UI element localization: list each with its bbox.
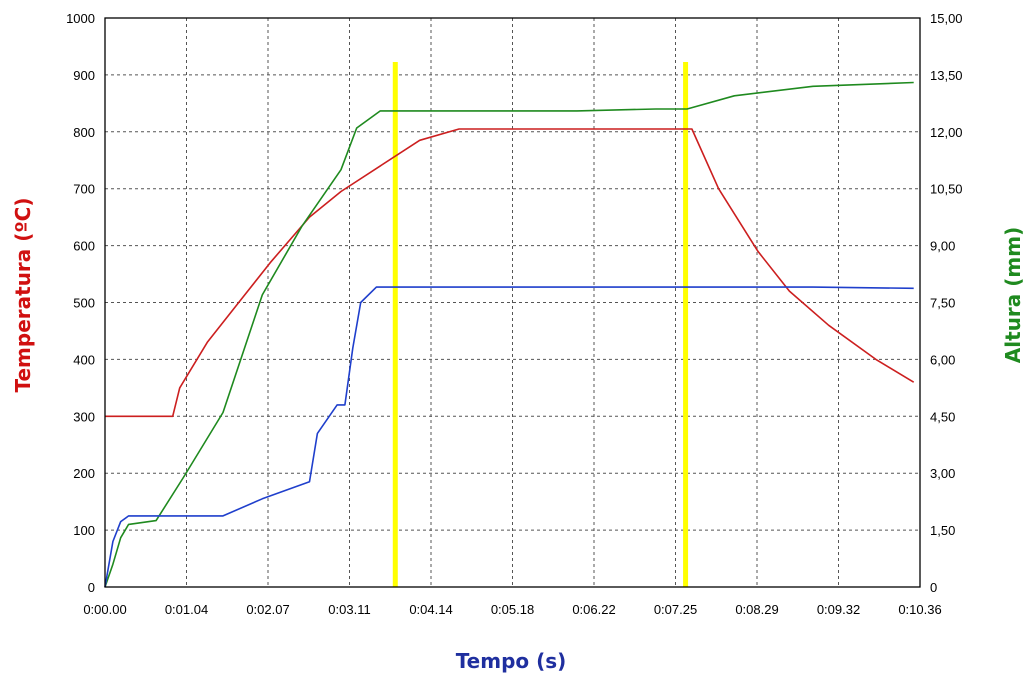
y-right-tick-label: 4,50 — [930, 409, 955, 424]
y-right-tick-label: 10,50 — [930, 182, 963, 197]
x-tick-label: 0:09.32 — [817, 602, 860, 617]
x-tick-label: 0:06.22 — [572, 602, 615, 617]
tick-labels: 0:00.00 0:01.04 0:02.07 0:03.11 0:04.14 0:05.… — [66, 11, 962, 617]
y-right-tick-label: 0 — [930, 580, 937, 595]
series-lines — [104, 81, 915, 588]
plot-frame — [104, 17, 921, 588]
x-tick-label: 0:07.25 — [654, 602, 697, 617]
x-tick-label: 0:04.14 — [409, 602, 452, 617]
y-right-tick-label: 9,00 — [930, 239, 955, 254]
marker-lines — [392, 62, 689, 587]
y-left-tick-label: 800 — [73, 125, 95, 140]
y-right-tick-label: 7,50 — [930, 296, 955, 311]
y-left-tick-label: 300 — [73, 409, 95, 424]
y-right-tick-label: 1,50 — [930, 523, 955, 538]
y-left-tick-label: 100 — [73, 523, 95, 538]
y-right-tick-label: 15,00 — [930, 11, 963, 26]
temperature-series-line — [105, 128, 915, 418]
x-tick-label: 0:03.11 — [328, 602, 370, 617]
y-right-tick-label: 3,00 — [930, 466, 955, 481]
y-left-tick-label: 600 — [73, 239, 95, 254]
y-left-tick-label: 1000 — [66, 11, 95, 26]
y-left-tick-label: 0 — [88, 580, 95, 595]
y-right-tick-label: 12,00 — [930, 125, 963, 140]
x-tick-label: 0:08.29 — [735, 602, 778, 617]
x-axis-title: Tempo (s) — [456, 649, 567, 673]
x-tick-label: 0:00.00 — [83, 602, 126, 617]
y-left-tick-label: 900 — [73, 68, 95, 83]
y-axis-left-title: Temperatura (ºC) — [11, 198, 35, 393]
y-left-tick-label: 400 — [73, 352, 95, 367]
blue-series-line — [104, 286, 914, 588]
grid — [105, 18, 920, 587]
x-tick-label: 0:01.04 — [165, 602, 208, 617]
y-axis-right-title: Altura (mm) — [1001, 227, 1025, 363]
x-tick-label: 0:05.18 — [491, 602, 534, 617]
x-tick-label: 0:10.36 — [898, 602, 941, 617]
y-left-tick-label: 200 — [73, 466, 95, 481]
y-right-tick-label: 6,00 — [930, 352, 955, 367]
x-tick-label: 0:02.07 — [246, 602, 289, 617]
height-series-line — [104, 81, 914, 588]
y-left-tick-label: 500 — [73, 296, 95, 311]
y-left-tick-label: 700 — [73, 182, 95, 197]
y-right-tick-label: 13,50 — [930, 68, 963, 83]
